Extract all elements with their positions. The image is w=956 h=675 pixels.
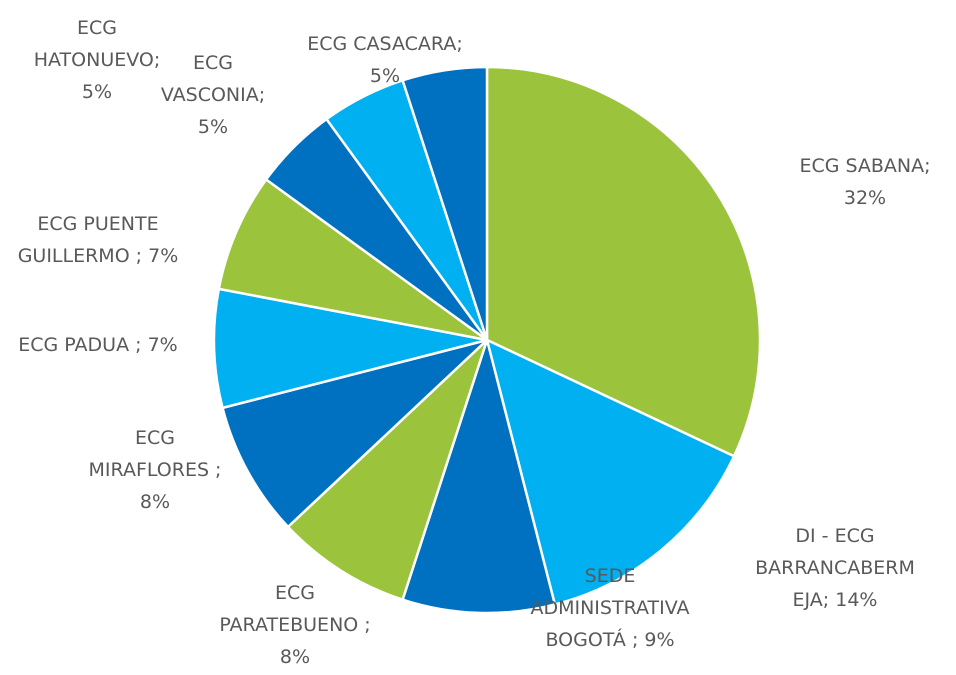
value-label: 8% [139, 491, 171, 513]
data-label: DI - ECG BARRANCABERMEJA; 14% [750, 520, 920, 616]
value-label: 14% [835, 589, 878, 611]
pie-slice [286, 339, 489, 602]
pie-slice [485, 337, 736, 606]
value-label: 5% [81, 81, 113, 103]
pie-slice [401, 65, 489, 341]
category-label: ECG PUENTE GUILLERMO ; [17, 213, 159, 267]
pie-slice [212, 287, 488, 410]
value-label: 5% [369, 65, 401, 87]
data-label: ECG CASACARA; 5% [290, 28, 480, 92]
value-label: 9% [644, 629, 675, 651]
pie-slice [221, 338, 488, 529]
pie-slice [217, 177, 488, 342]
data-label: ECG SABANA; 32% [780, 150, 950, 214]
value-label: 7% [148, 245, 179, 267]
category-label: ECG PARATEBUENO ; [219, 582, 371, 636]
category-label: ECG PADUA ; [18, 334, 142, 356]
category-label: ECG CASACARA; [307, 33, 463, 55]
data-label: ECG VASCONIA; 5% [158, 47, 268, 143]
data-label: ECG PADUA ; 7% [13, 329, 183, 361]
pie-slice [401, 335, 557, 615]
category-label: ECG HATONUEVO; [33, 17, 161, 71]
pie-slice [485, 65, 762, 458]
value-label: 7% [147, 334, 178, 356]
category-label: SEDE ADMINISTRATIVA BOGOTÁ ; [530, 565, 690, 651]
category-label: ECG MIRAFLORES ; [88, 427, 222, 481]
category-label: ECG VASCONIA; [160, 52, 266, 106]
data-label: ECG PUENTE GUILLERMO ; 7% [8, 208, 188, 272]
value-label: 8% [279, 646, 311, 668]
data-label: ECG MIRAFLORES ; 8% [80, 422, 230, 518]
category-label: DI - ECG BARRANCABERMEJA; [755, 525, 915, 611]
data-label: ECG HATONUEVO; 5% [22, 12, 172, 108]
data-label: SEDE ADMINISTRATIVA BOGOTÁ ; 9% [530, 560, 690, 656]
value-label: 32% [843, 187, 887, 209]
category-label: ECG SABANA; [799, 155, 931, 177]
value-label: 5% [197, 116, 229, 138]
data-label: ECG PARATEBUENO ; 8% [210, 577, 380, 673]
